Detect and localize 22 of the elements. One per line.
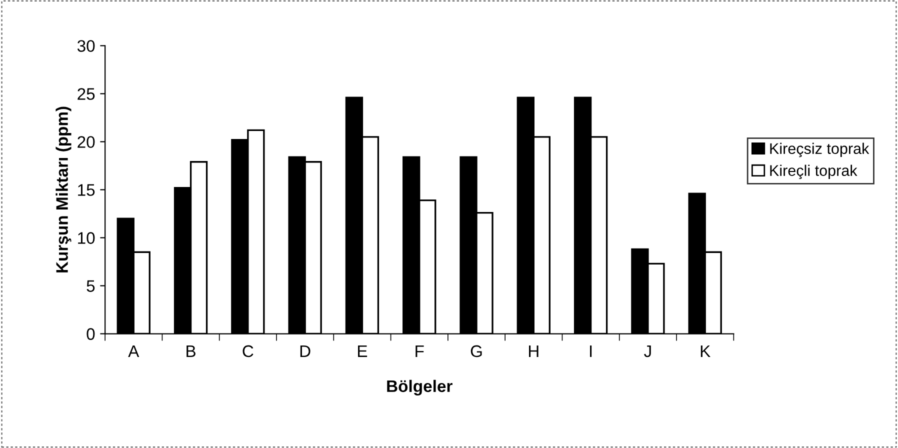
- x-tick-label: G: [470, 345, 482, 358]
- x-tick-label: A: [128, 345, 140, 357]
- y-tick-label: 5: [86, 280, 95, 292]
- y-tick-label: 30: [77, 40, 95, 52]
- x-tick-label: H: [529, 345, 538, 357]
- y-tick-label: 25: [78, 88, 95, 100]
- y-tick-label: 20: [78, 136, 95, 148]
- x-tick-label: I: [590, 345, 592, 357]
- x-tick-label: E: [358, 345, 368, 357]
- y-tick-label: 10: [78, 232, 95, 244]
- y-tick-label: 15: [78, 184, 95, 196]
- y-axis-title: Kurşun Miktarı (ppm): [56, 106, 72, 272]
- legend-label: Kireçli toprak: [770, 164, 858, 180]
- x-tick-label: C: [242, 345, 254, 358]
- x-tick-label: F: [416, 345, 424, 357]
- x-tick-label: D: [300, 345, 310, 357]
- y-tick-label: 0: [86, 328, 95, 340]
- legend-label: Kireçsiz toprak: [770, 142, 870, 158]
- x-tick-label: J: [644, 345, 651, 358]
- x-tick-label: K: [700, 345, 710, 357]
- x-tick-label: B: [186, 345, 196, 357]
- x-axis-title: Bölgeler: [387, 380, 452, 396]
